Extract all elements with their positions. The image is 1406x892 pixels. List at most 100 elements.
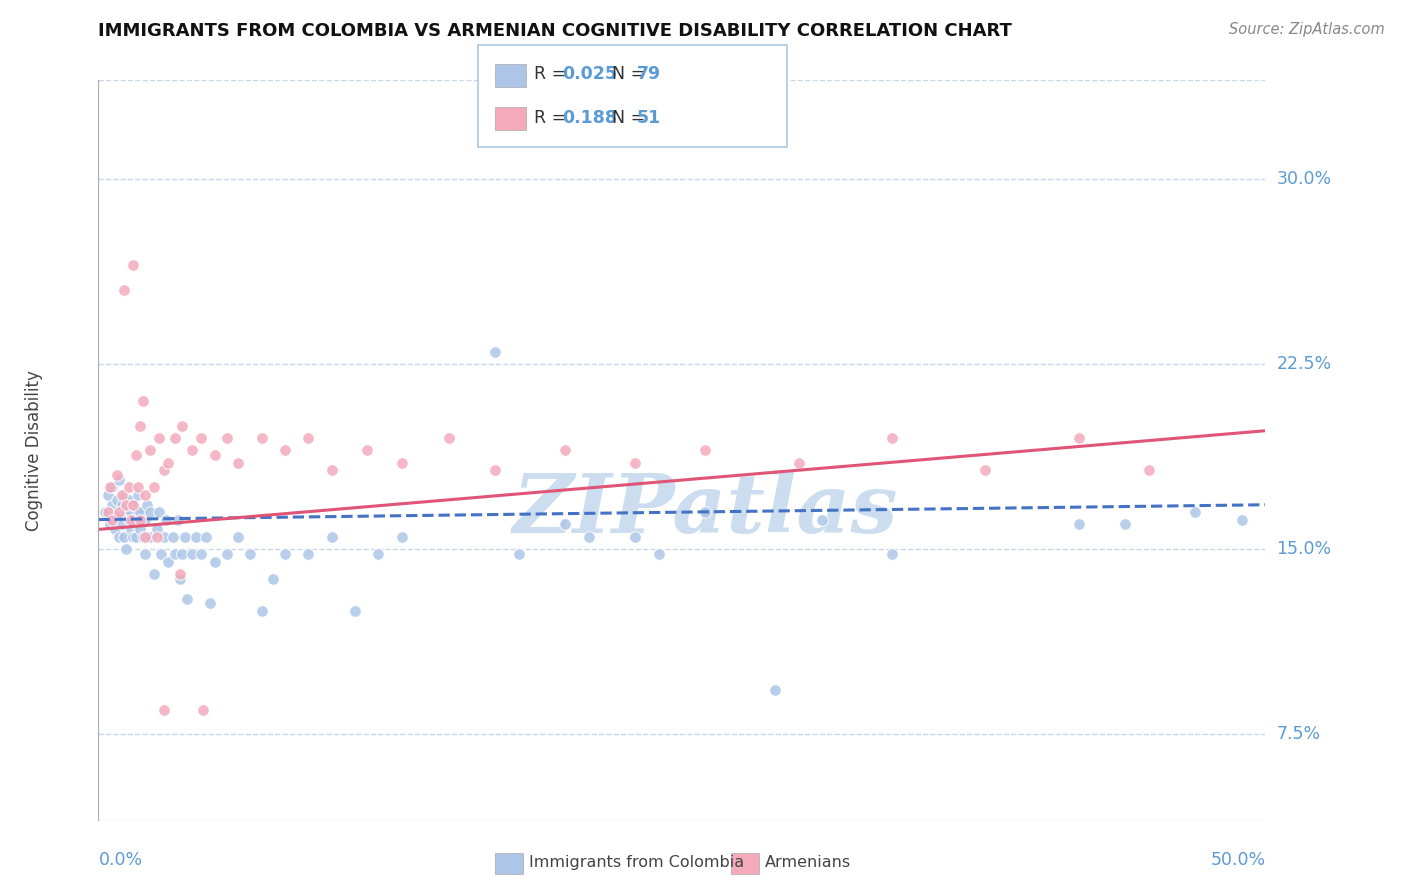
Point [169,572,191,586]
Text: 7.5%: 7.5% [1277,725,1320,743]
Text: N =: N = [612,65,645,84]
Point [193,703,215,717]
Point [129,523,152,537]
Point [146,523,169,537]
Point [111,498,134,512]
Point [250,431,273,445]
Point [122,530,145,544]
Point [169,566,191,581]
Point [173,530,195,544]
Point [136,498,159,512]
Point [146,530,169,544]
Text: 30.0%: 30.0% [1277,170,1331,188]
Point [148,431,170,445]
Point [1067,431,1090,445]
Point [129,512,152,526]
Point [108,505,131,519]
Point [125,449,148,463]
Point [112,283,135,297]
Point [578,530,600,544]
Point [134,530,156,544]
Point [157,456,180,470]
Point [172,418,194,433]
Point [391,456,413,470]
Point [165,431,187,445]
Point [112,530,135,544]
Point [152,703,174,717]
Point [143,481,166,495]
Point [127,481,149,495]
Point [176,591,198,606]
Text: Immigrants from Colombia: Immigrants from Colombia [529,855,744,870]
Point [391,530,413,544]
Point [122,259,145,273]
Point [1137,463,1160,477]
Point [880,431,903,445]
Point [484,344,506,359]
Point [139,530,162,544]
Point [129,418,152,433]
Point [367,547,389,561]
Text: ZIPatlas: ZIPatlas [513,470,898,549]
Point [787,456,810,470]
Point [297,431,319,445]
Point [228,530,250,544]
Text: Cognitive Disability: Cognitive Disability [25,370,44,531]
Point [624,456,647,470]
Point [190,547,212,561]
Point [162,530,184,544]
Point [172,547,194,561]
Point [101,481,124,495]
Point [484,463,506,477]
Point [811,512,834,526]
Point [104,523,127,537]
Point [132,530,155,544]
Point [139,443,162,458]
Point [115,498,138,512]
Point [105,492,128,507]
Point [115,505,138,519]
Point [250,604,273,618]
Point [180,547,202,561]
Point [134,512,156,526]
Point [108,530,131,544]
Point [111,488,134,502]
Point [129,505,152,519]
Point [1114,517,1136,532]
Point [204,555,226,569]
Point [120,505,142,519]
Point [94,505,117,519]
Point [1184,505,1206,519]
Point [165,547,187,561]
Point [97,488,120,502]
Point [134,488,156,502]
Point [152,463,174,477]
Point [624,530,647,544]
Point [122,498,145,512]
Point [143,566,166,581]
Point [139,505,162,519]
Point [118,481,141,495]
Point [166,512,188,526]
Point [695,505,717,519]
Point [554,443,576,458]
Point [321,530,343,544]
Point [763,682,786,697]
Text: R =: R = [534,109,567,127]
Point [1067,517,1090,532]
Text: 50.0%: 50.0% [1211,851,1265,869]
Point [194,530,217,544]
Point [98,517,121,532]
Point [228,456,250,470]
Text: 79: 79 [637,65,661,84]
Point [274,443,297,458]
Point [125,517,148,532]
Text: R =: R = [534,65,567,84]
Point [215,547,238,561]
Point [118,492,141,507]
Point [134,547,156,561]
Point [297,547,319,561]
Point [344,604,367,618]
Point [122,498,145,512]
Text: N =: N = [612,109,645,127]
